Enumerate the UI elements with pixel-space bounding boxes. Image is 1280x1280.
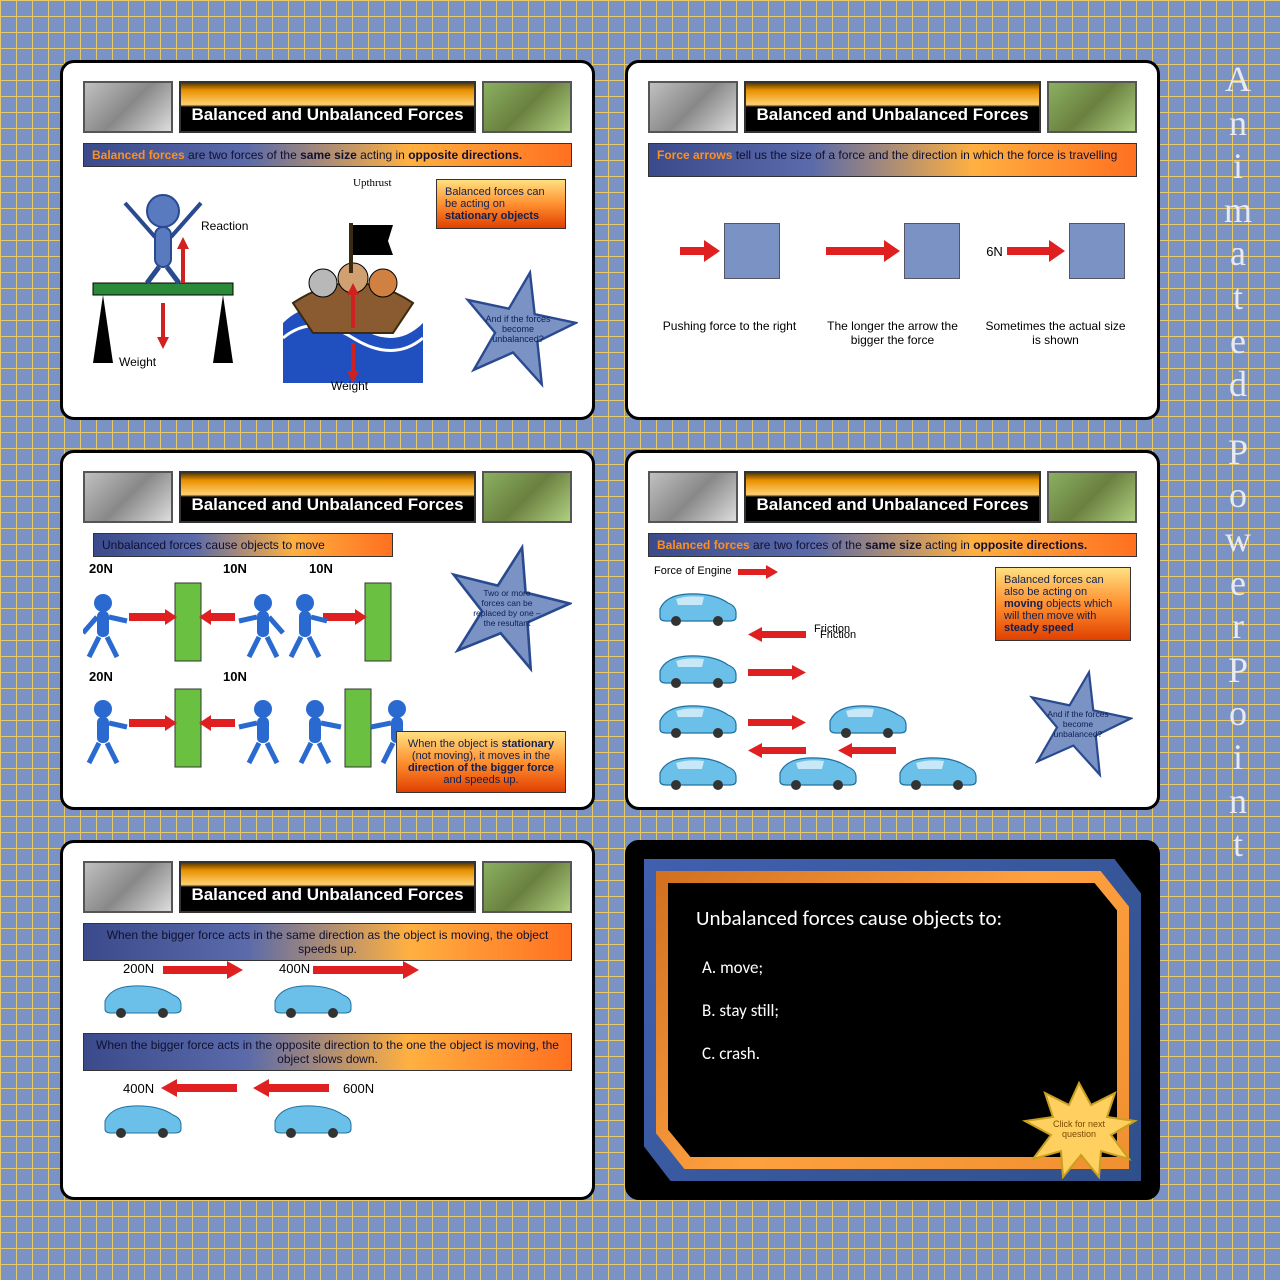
star-callout: And if the forces become unbalanced? bbox=[1023, 669, 1133, 779]
weight-label: Weight bbox=[119, 355, 156, 369]
arrow-item-1 bbox=[655, 223, 805, 279]
engine-label: Force of Engine bbox=[654, 565, 732, 577]
n-label: 200N bbox=[123, 961, 154, 976]
title-box: Balanced and Unbalanced Forces bbox=[744, 471, 1041, 523]
slide-3: Balanced and Unbalanced Forces Unbalance… bbox=[60, 450, 595, 810]
side-label: Animated PowerPoint bbox=[1224, 60, 1252, 865]
slide-4: Balanced and Unbalanced Forces Balanced … bbox=[625, 450, 1160, 810]
title-bar: Balanced and Unbalanced Forces bbox=[648, 471, 1137, 523]
title-bar: Balanced and Unbalanced Forces bbox=[83, 81, 572, 133]
slide-title: Balanced and Unbalanced Forces bbox=[756, 495, 1028, 515]
arrow-caption: Pushing force to the right bbox=[655, 319, 805, 347]
arrow-caption: The longer the arrow the bigger the forc… bbox=[818, 319, 968, 347]
slide-5: Balanced and Unbalanced Forces When the … bbox=[60, 840, 595, 1200]
subtitle-1: When the bigger force acts in the same d… bbox=[83, 923, 572, 961]
slide-content: 6N Pushing force to the right The longer… bbox=[648, 193, 1137, 403]
title-box: Balanced and Unbalanced Forces bbox=[179, 471, 476, 523]
slide-content: 20N 10N 10N 20N 10N Two or more forces c… bbox=[83, 573, 572, 793]
n-label: 20N bbox=[89, 561, 113, 576]
n-label: 400N bbox=[123, 1081, 154, 1096]
slide-title: Balanced and Unbalanced Forces bbox=[191, 495, 463, 515]
block-icon bbox=[724, 223, 780, 279]
reaction-diagram bbox=[83, 183, 263, 383]
arrow-caption: Sometimes the actual size is shown bbox=[981, 319, 1131, 347]
arrows-row bbox=[161, 1079, 361, 1097]
subtitle: Balanced forces are two forces of the sa… bbox=[83, 143, 572, 167]
arrow-row: 6N bbox=[648, 223, 1137, 279]
n-label: 10N bbox=[309, 561, 333, 576]
star-text: And if the forces become unbalanced? bbox=[483, 314, 553, 344]
title-image-left bbox=[83, 471, 173, 523]
block-icon bbox=[1069, 223, 1125, 279]
arrows-row bbox=[163, 961, 423, 979]
slide-6-question: Unbalanced forces cause objects to: A. m… bbox=[625, 840, 1160, 1200]
title-box: Balanced and Unbalanced Forces bbox=[179, 81, 476, 133]
option-a[interactable]: A. move; bbox=[702, 957, 1089, 978]
cars-row bbox=[103, 983, 423, 1023]
title-image-right bbox=[1047, 471, 1137, 523]
star-text: Two or more forces can be replaced by on… bbox=[472, 588, 542, 628]
slides-grid: Balanced and Unbalanced Forces Balanced … bbox=[60, 60, 1160, 1200]
boat-diagram bbox=[273, 183, 433, 393]
n-label: 20N bbox=[89, 669, 113, 684]
title-box: Balanced and Unbalanced Forces bbox=[744, 81, 1041, 133]
title-image-left bbox=[648, 81, 738, 133]
n-label: 10N bbox=[223, 669, 247, 684]
block-icon bbox=[904, 223, 960, 279]
star-callout: And if the forces become unbalanced? bbox=[458, 269, 578, 389]
weight-label-2: Weight bbox=[331, 379, 368, 393]
next-question-button[interactable]: Click for next question bbox=[1019, 1079, 1139, 1179]
reaction-label: Reaction bbox=[201, 219, 248, 233]
arrow-item-3: 6N bbox=[981, 223, 1131, 279]
force-arrow-icon bbox=[680, 240, 720, 262]
arrow-item-2 bbox=[818, 223, 968, 279]
option-b[interactable]: B. stay still; bbox=[702, 1000, 1089, 1021]
title-image-left bbox=[648, 471, 738, 523]
title-image-right bbox=[1047, 81, 1137, 133]
slide-title: Balanced and Unbalanced Forces bbox=[191, 885, 463, 905]
pushers-diagram bbox=[83, 563, 433, 783]
slide-content: Reaction Weight Upthrust Weight Balanc bbox=[83, 183, 572, 403]
force-arrow-icon bbox=[738, 565, 778, 579]
info-box: When the object is stationary (not movin… bbox=[396, 731, 566, 793]
title-image-right bbox=[482, 81, 572, 133]
slide-title: Balanced and Unbalanced Forces bbox=[756, 105, 1028, 125]
title-image-left bbox=[83, 861, 173, 913]
cars-diagram: Friction bbox=[648, 583, 988, 793]
title-bar: Balanced and Unbalanced Forces bbox=[648, 81, 1137, 133]
slide-1: Balanced and Unbalanced Forces Balanced … bbox=[60, 60, 595, 420]
slide-title: Balanced and Unbalanced Forces bbox=[191, 105, 463, 125]
subtitle: Unbalanced forces cause objects to move bbox=[93, 533, 393, 557]
upthrust-label: Upthrust bbox=[353, 177, 392, 189]
title-bar: Balanced and Unbalanced Forces bbox=[83, 471, 572, 523]
force-label: 6N bbox=[986, 244, 1003, 259]
title-box: Balanced and Unbalanced Forces bbox=[179, 861, 476, 913]
friction-label: Friction bbox=[814, 623, 850, 635]
subtitle-2: When the bigger force acts in the opposi… bbox=[83, 1033, 572, 1071]
subtitle: Force arrows tell us the size of a force… bbox=[648, 143, 1137, 177]
title-image-left bbox=[83, 81, 173, 133]
slide-content: 200N 400N When the bigger force acts in … bbox=[83, 961, 572, 1183]
title-bar: Balanced and Unbalanced Forces bbox=[83, 861, 572, 913]
slide-content: Force of Engine Friction Friction Balanc… bbox=[648, 573, 1137, 793]
force-arrow-icon bbox=[1007, 240, 1065, 262]
title-image-right bbox=[482, 471, 572, 523]
cars-row bbox=[103, 1103, 423, 1143]
option-c[interactable]: C. crash. bbox=[702, 1043, 1089, 1064]
star-text: And if the forces become unbalanced? bbox=[1047, 709, 1109, 739]
info-box: Balanced forces can be acting on station… bbox=[436, 179, 566, 229]
subtitle: Balanced forces are two forces of the sa… bbox=[648, 533, 1137, 557]
slide-2: Balanced and Unbalanced Forces Force arr… bbox=[625, 60, 1160, 420]
info-box: Balanced forces can also be acting on mo… bbox=[995, 567, 1131, 641]
next-label: Click for next question bbox=[1044, 1079, 1114, 1179]
star-callout: Two or more forces can be replaced by on… bbox=[442, 543, 572, 673]
title-image-right bbox=[482, 861, 572, 913]
question-text: Unbalanced forces cause objects to: bbox=[696, 905, 1089, 931]
n-label: 10N bbox=[223, 561, 247, 576]
force-arrow-icon bbox=[826, 240, 900, 262]
